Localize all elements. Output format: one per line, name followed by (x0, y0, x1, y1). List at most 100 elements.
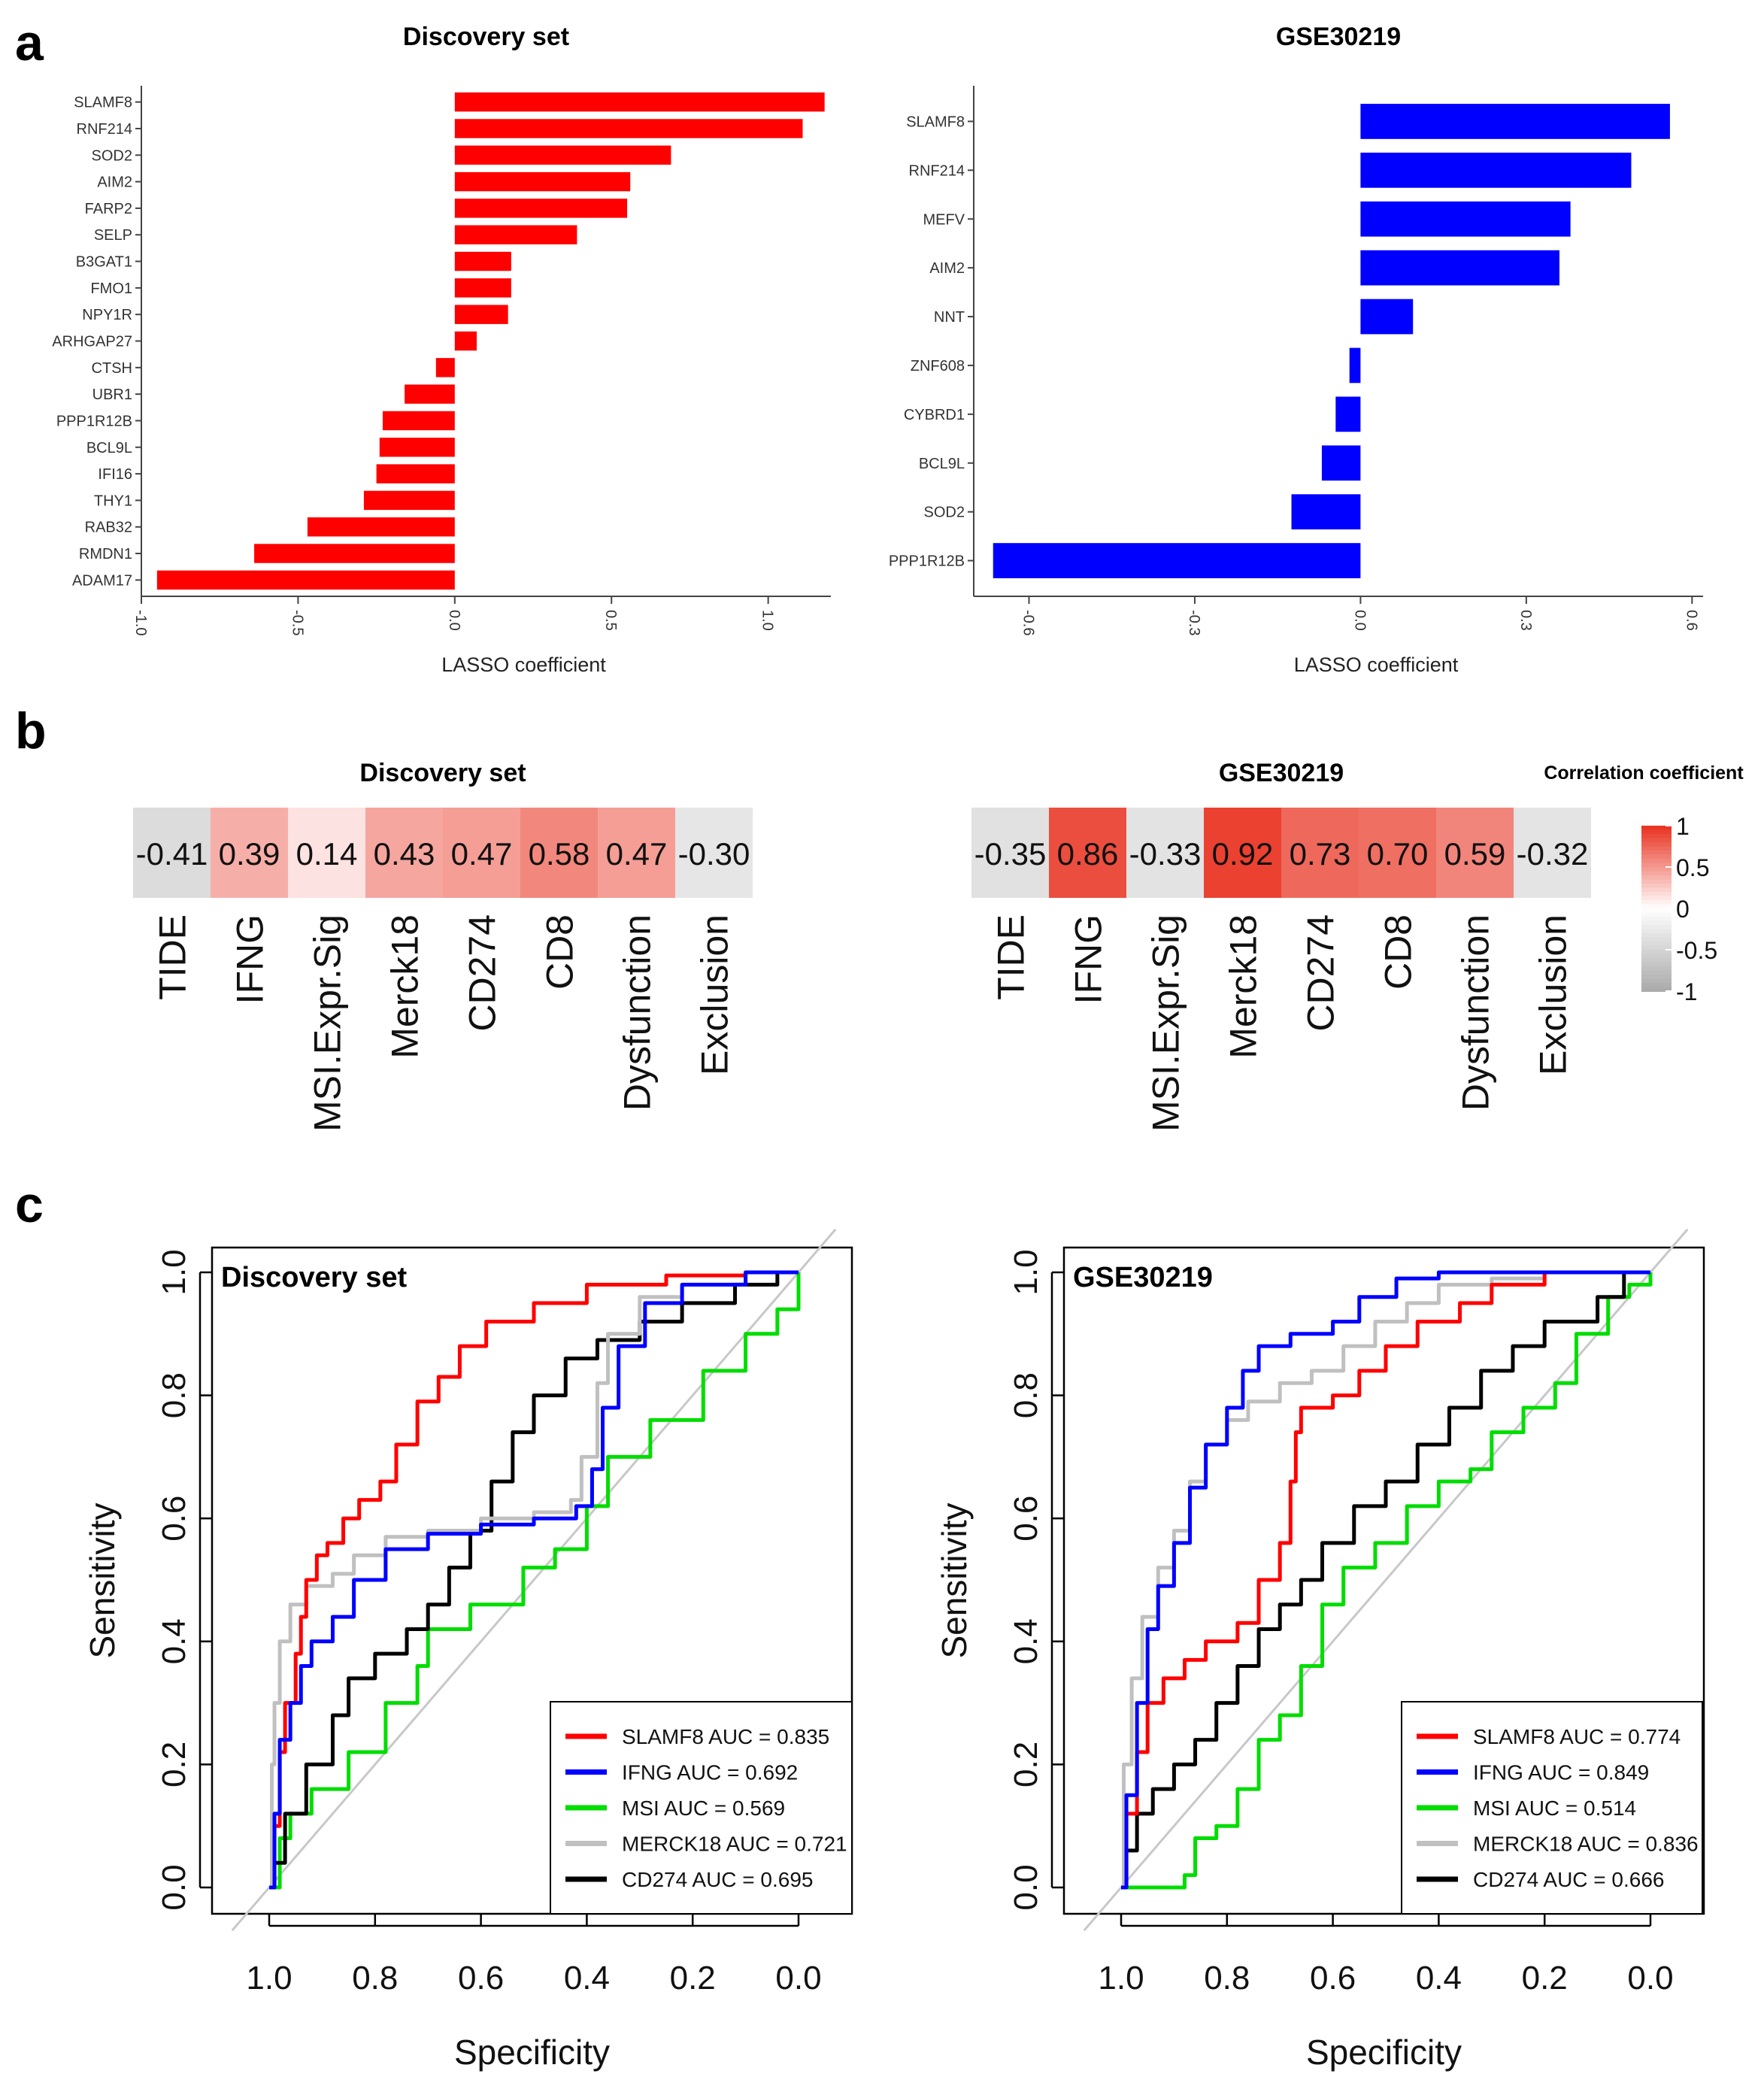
x-tick-label: 0.3 (1517, 610, 1534, 631)
heat-value: 0.70 (1367, 836, 1429, 872)
x-tick-label: 0.0 (775, 1960, 821, 1997)
chart-layer: Discovery set SLAMF8 RNF214 SOD2 AIM2 FARP2 SE… (52, 23, 1744, 2072)
x-tick-label: 0.6 (1310, 1960, 1356, 1997)
category-label: IFI16 (98, 466, 132, 483)
heat-cell-cd274 (443, 808, 520, 898)
legend-swatch (1641, 978, 1672, 984)
x-tick-label: 0.0 (1351, 610, 1368, 631)
x-tick-label: 0.8 (352, 1960, 398, 1997)
legend-swatch (1641, 863, 1672, 868)
bar-nnt (1360, 299, 1414, 335)
category-label: SOD2 (924, 505, 965, 521)
legend-swatch (1641, 970, 1672, 975)
heat-column-label: CD274 (462, 914, 504, 1032)
heat-cell-dysfunction (598, 808, 675, 898)
bar-adam17 (156, 570, 455, 590)
plot-title: GSE30219 (1073, 1262, 1213, 1293)
heat-cell-ifng (1049, 808, 1126, 898)
x-tick-label: 1.0 (246, 1960, 292, 1997)
heat-column-label: Dysfunction (617, 914, 659, 1111)
heat-value: -0.32 (1517, 836, 1589, 872)
x-tick-label: -0.3 (1186, 610, 1202, 635)
category-label: ADAM17 (72, 572, 132, 589)
heat-cell-cd8 (1359, 808, 1436, 898)
x-tick-label: 0.8 (1204, 1960, 1250, 1997)
legend-swatch (1641, 900, 1672, 905)
category-label: BCL9L (86, 440, 132, 456)
roc-curve-cd274 (1121, 1270, 1650, 1890)
bar-ctsh (435, 358, 455, 377)
category-label: THY1 (94, 493, 132, 509)
bar-fmo1 (454, 278, 511, 298)
heatmap-title: Discovery set (359, 759, 526, 787)
category-label: CTSH (92, 360, 132, 377)
legend-swatch (1641, 937, 1672, 942)
category-label: PPP1R12B (889, 553, 965, 570)
legend-swatch (1641, 892, 1672, 897)
heat-column-label: TIDE (152, 914, 194, 1000)
legend-tick-label: -0.5 (1676, 937, 1717, 964)
bar-rmdn1 (254, 544, 455, 563)
category-label: FMO1 (90, 280, 132, 297)
category-label: ZNF608 (911, 358, 965, 374)
legend-swatch (1641, 941, 1672, 947)
legend-label: MSI AUC = 0.514 (1473, 1796, 1636, 1820)
legend-swatch (1641, 975, 1672, 980)
x-tick-label: -1.0 (132, 610, 149, 635)
x-tick-label: 1.0 (1098, 1960, 1144, 1997)
legend-label: SLAMF8 AUC = 0.835 (622, 1725, 829, 1748)
legend-swatch (1641, 904, 1672, 909)
y-tick-label: 1.0 (1008, 1249, 1044, 1295)
heat-column-label: MSI.Expr.Sig (307, 914, 349, 1132)
legend-swatch (1641, 920, 1672, 926)
legend-swatch (1641, 954, 1672, 959)
legend-label: MERCK18 AUC = 0.721 (622, 1833, 847, 1856)
heat-column-label: Merck18 (1223, 914, 1265, 1059)
bar-bcl9l (379, 438, 455, 457)
category-label: UBR1 (92, 387, 132, 403)
legend-swatch (1641, 908, 1672, 914)
y-tick-label: 0.6 (156, 1496, 192, 1542)
x-tick-label: 0.5 (602, 610, 619, 631)
heat-column-label: Dysfunction (1455, 914, 1497, 1111)
x-tick-label: 0.0 (1627, 1960, 1673, 1997)
plot-title: Discovery set (221, 1262, 407, 1293)
legend-swatch (1641, 912, 1672, 917)
roc-curve-merck18 (1121, 1270, 1650, 1890)
bar-mefv (1360, 201, 1571, 237)
category-label: BCL9L (919, 456, 965, 472)
roc-curve-merck18 (269, 1270, 799, 1890)
chart-title: Discovery set (403, 23, 569, 51)
legend-swatch (1641, 917, 1672, 922)
legend-swatch (1641, 987, 1672, 992)
legend-tick-label: -1 (1676, 978, 1697, 1005)
bar-ubr1 (405, 384, 455, 404)
bar-znf608 (1349, 347, 1361, 384)
category-label: NNT (934, 309, 965, 326)
bar-aim2 (454, 171, 631, 192)
legend-swatch (1641, 966, 1672, 972)
category-label: SOD2 (92, 147, 132, 164)
bar-ppp1r12b (382, 411, 455, 431)
bar-b3gat1 (454, 251, 511, 271)
heat-value: 0.47 (451, 836, 513, 872)
legend-label: MERCK18 AUC = 0.836 (1473, 1833, 1699, 1856)
legend-swatch (1641, 983, 1672, 988)
legend-label: IFNG AUC = 0.849 (1473, 1761, 1649, 1784)
x-axis-label: Specificity (454, 2033, 610, 2072)
category-label: RAB32 (85, 520, 132, 536)
category-label: AIM2 (97, 174, 132, 191)
legend-label: CD274 AUC = 0.695 (622, 1868, 814, 1891)
legend-swatch (1641, 850, 1672, 856)
heat-value: -0.30 (678, 836, 750, 872)
legend-tick-label: 1 (1676, 813, 1690, 840)
roc-curve-cd274 (269, 1270, 799, 1890)
heat-column-label: CD274 (1300, 914, 1342, 1032)
roc-curve-ifng (269, 1270, 799, 1890)
legend-swatch (1641, 846, 1672, 851)
heat-value: 0.92 (1212, 836, 1274, 872)
heat-cell-merck18 (1204, 808, 1281, 898)
plot-frame (211, 1246, 853, 1915)
heat-cell-tide (133, 808, 211, 898)
